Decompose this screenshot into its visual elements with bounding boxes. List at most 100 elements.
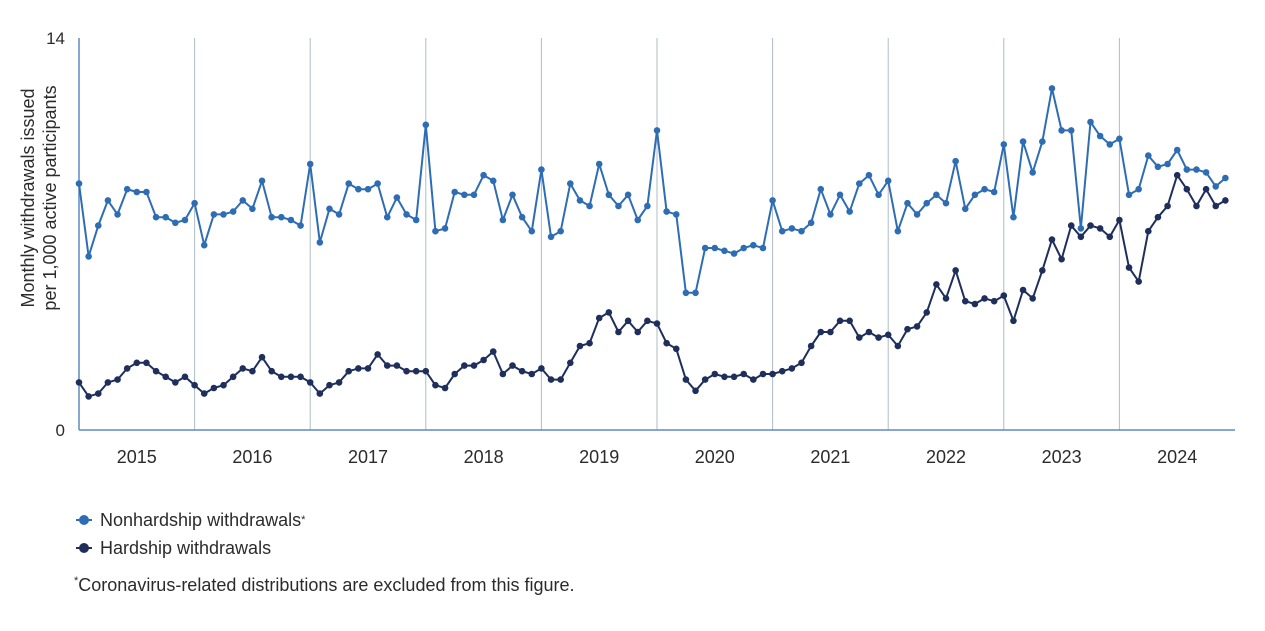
data-point-nonhardship xyxy=(104,197,112,204)
y-axis-label-line-1: Monthly withdrawals issued xyxy=(18,88,38,307)
data-point-nonhardship xyxy=(875,191,882,199)
data-point-nonhardship xyxy=(595,160,603,168)
legend-swatch-hardship xyxy=(76,543,92,553)
data-point-nonhardship xyxy=(287,216,295,224)
axes: Monthly withdrawals issued per 1,000 act… xyxy=(18,29,1235,467)
data-point-hardship xyxy=(422,367,430,375)
data-point-hardship xyxy=(615,328,622,336)
data-point-hardship xyxy=(961,297,969,305)
data-point-nonhardship xyxy=(981,185,988,193)
data-point-nonhardship xyxy=(894,227,902,235)
data-point-hardship xyxy=(576,342,584,350)
data-point-hardship xyxy=(634,328,642,336)
data-point-nonhardship xyxy=(1048,85,1056,92)
data-point-nonhardship xyxy=(1000,141,1008,148)
data-point-hardship xyxy=(595,314,603,322)
y-axis-label-line-2: per 1,000 active participants xyxy=(40,85,60,310)
data-point-hardship xyxy=(778,367,786,375)
data-point-hardship xyxy=(239,365,247,372)
data-point-hardship xyxy=(489,348,497,355)
data-point-hardship xyxy=(894,342,902,350)
data-point-nonhardship xyxy=(1067,127,1075,134)
data-point-nonhardship xyxy=(971,191,979,199)
data-point-nonhardship xyxy=(268,213,275,221)
data-point-nonhardship xyxy=(856,180,863,187)
data-point-nonhardship xyxy=(1173,146,1181,154)
data-point-nonhardship xyxy=(884,177,892,185)
data-point-hardship xyxy=(441,384,449,392)
data-point-nonhardship xyxy=(1029,169,1036,176)
data-point-nonhardship xyxy=(990,188,998,196)
legend-footnote-marker: * xyxy=(301,514,306,526)
data-point-nonhardship xyxy=(952,157,959,165)
data-point-nonhardship xyxy=(383,213,391,221)
x-tick-label: 2023 xyxy=(1042,447,1082,467)
data-point-hardship xyxy=(682,376,690,383)
data-point-nonhardship xyxy=(1164,160,1171,168)
data-point-nonhardship xyxy=(605,191,613,199)
data-point-nonhardship xyxy=(538,166,545,173)
data-point-nonhardship xyxy=(740,244,747,252)
data-point-hardship xyxy=(210,384,218,392)
legend-swatch-nonhardship xyxy=(76,515,92,525)
x-tick-label: 2022 xyxy=(926,447,966,467)
data-point-hardship xyxy=(1183,185,1191,193)
y-tick-label: 14 xyxy=(46,29,65,48)
data-point-nonhardship xyxy=(210,211,218,218)
data-point-hardship xyxy=(383,362,391,369)
data-point-hardship xyxy=(133,359,141,367)
data-point-hardship xyxy=(258,353,266,361)
data-point-nonhardship xyxy=(817,185,825,193)
data-point-nonhardship xyxy=(1125,191,1133,199)
data-point-hardship xyxy=(1087,222,1094,229)
data-point-nonhardship xyxy=(461,191,468,199)
data-point-hardship xyxy=(278,373,285,381)
data-point-hardship xyxy=(123,365,131,372)
data-point-nonhardship xyxy=(778,227,786,235)
x-tick-label: 2021 xyxy=(810,447,850,467)
data-point-nonhardship xyxy=(258,177,266,185)
data-point-hardship xyxy=(1125,264,1133,271)
data-point-hardship xyxy=(1154,213,1162,221)
data-point-hardship xyxy=(644,317,651,325)
legend-item-nonhardship: Nonhardship withdrawals * xyxy=(76,506,305,534)
data-point-nonhardship xyxy=(1135,185,1142,193)
data-point-nonhardship xyxy=(297,222,304,229)
data-point-nonhardship xyxy=(769,197,776,204)
data-point-hardship xyxy=(875,334,882,341)
data-point-nonhardship xyxy=(393,194,401,201)
x-tick-label: 2019 xyxy=(579,447,619,467)
data-point-hardship xyxy=(326,381,333,389)
data-point-nonhardship xyxy=(114,211,121,218)
data-point-hardship xyxy=(586,339,593,347)
data-point-nonhardship xyxy=(1019,138,1027,145)
data-point-hardship xyxy=(952,267,959,274)
data-point-nonhardship xyxy=(1096,132,1104,140)
data-point-hardship xyxy=(509,362,516,369)
data-point-hardship xyxy=(740,370,747,378)
data-point-nonhardship xyxy=(143,188,150,196)
footnote-marker: * xyxy=(74,575,79,587)
data-point-hardship xyxy=(1067,222,1075,229)
data-point-hardship xyxy=(981,295,988,302)
x-tick-label: 2018 xyxy=(464,447,504,467)
data-point-hardship xyxy=(933,281,940,288)
data-point-hardship xyxy=(268,367,275,375)
data-point-hardship xyxy=(923,309,931,316)
data-point-hardship xyxy=(85,393,92,400)
data-point-nonhardship xyxy=(278,213,285,221)
data-point-nonhardship xyxy=(644,202,651,210)
data-point-hardship xyxy=(692,387,699,395)
data-point-nonhardship xyxy=(711,244,719,252)
data-point-nonhardship xyxy=(335,211,343,218)
data-point-nonhardship xyxy=(1154,163,1162,171)
data-point-hardship xyxy=(220,381,227,389)
legend-item-hardship: Hardship withdrawals xyxy=(76,534,305,562)
data-point-nonhardship xyxy=(576,197,584,204)
data-point-hardship xyxy=(1029,295,1036,302)
data-point-hardship xyxy=(393,362,401,369)
data-point-nonhardship xyxy=(836,191,844,199)
footnote-text: Coronavirus-related distributions are ex… xyxy=(78,575,575,595)
data-point-hardship xyxy=(942,295,950,302)
data-point-hardship xyxy=(990,297,998,305)
